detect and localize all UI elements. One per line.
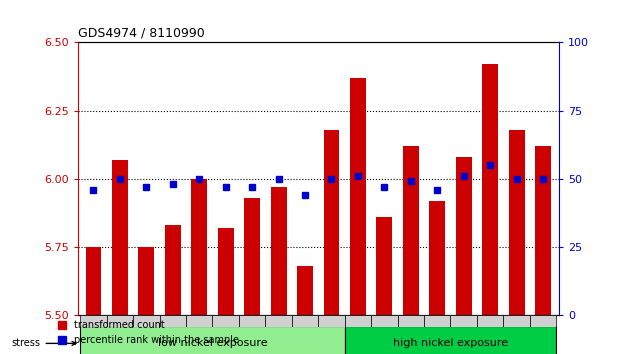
- Bar: [509, 130, 525, 315]
- FancyBboxPatch shape: [477, 315, 504, 327]
- FancyBboxPatch shape: [212, 315, 239, 327]
- FancyBboxPatch shape: [80, 315, 107, 327]
- Bar: [403, 146, 419, 315]
- Bar: [456, 157, 471, 315]
- Bar: [112, 160, 128, 315]
- Bar: [535, 146, 551, 315]
- FancyBboxPatch shape: [371, 315, 397, 327]
- Bar: [324, 130, 340, 315]
- FancyBboxPatch shape: [450, 315, 477, 327]
- Bar: [376, 217, 392, 315]
- Text: stress: stress: [12, 338, 76, 348]
- FancyBboxPatch shape: [397, 315, 424, 327]
- Bar: [138, 247, 154, 315]
- FancyBboxPatch shape: [292, 315, 318, 327]
- FancyBboxPatch shape: [424, 315, 450, 327]
- FancyBboxPatch shape: [345, 326, 556, 354]
- FancyBboxPatch shape: [345, 315, 371, 327]
- FancyBboxPatch shape: [318, 315, 345, 327]
- Bar: [191, 179, 207, 315]
- Text: low nickel exposure: low nickel exposure: [158, 338, 267, 348]
- Bar: [86, 247, 101, 315]
- FancyBboxPatch shape: [133, 315, 160, 327]
- FancyBboxPatch shape: [504, 315, 530, 327]
- Text: GDS4974 / 8110990: GDS4974 / 8110990: [78, 27, 204, 40]
- FancyBboxPatch shape: [80, 326, 345, 354]
- FancyBboxPatch shape: [265, 315, 292, 327]
- Text: high nickel exposure: high nickel exposure: [393, 338, 508, 348]
- Bar: [165, 225, 181, 315]
- Bar: [271, 187, 286, 315]
- Bar: [483, 64, 498, 315]
- FancyBboxPatch shape: [239, 315, 265, 327]
- FancyBboxPatch shape: [530, 315, 556, 327]
- FancyBboxPatch shape: [107, 315, 133, 327]
- FancyBboxPatch shape: [160, 315, 186, 327]
- Legend: transformed count, percentile rank within the sample: transformed count, percentile rank withi…: [55, 316, 243, 349]
- Bar: [218, 228, 233, 315]
- Bar: [244, 198, 260, 315]
- Bar: [350, 78, 366, 315]
- Bar: [297, 266, 313, 315]
- FancyBboxPatch shape: [186, 315, 212, 327]
- Bar: [429, 201, 445, 315]
